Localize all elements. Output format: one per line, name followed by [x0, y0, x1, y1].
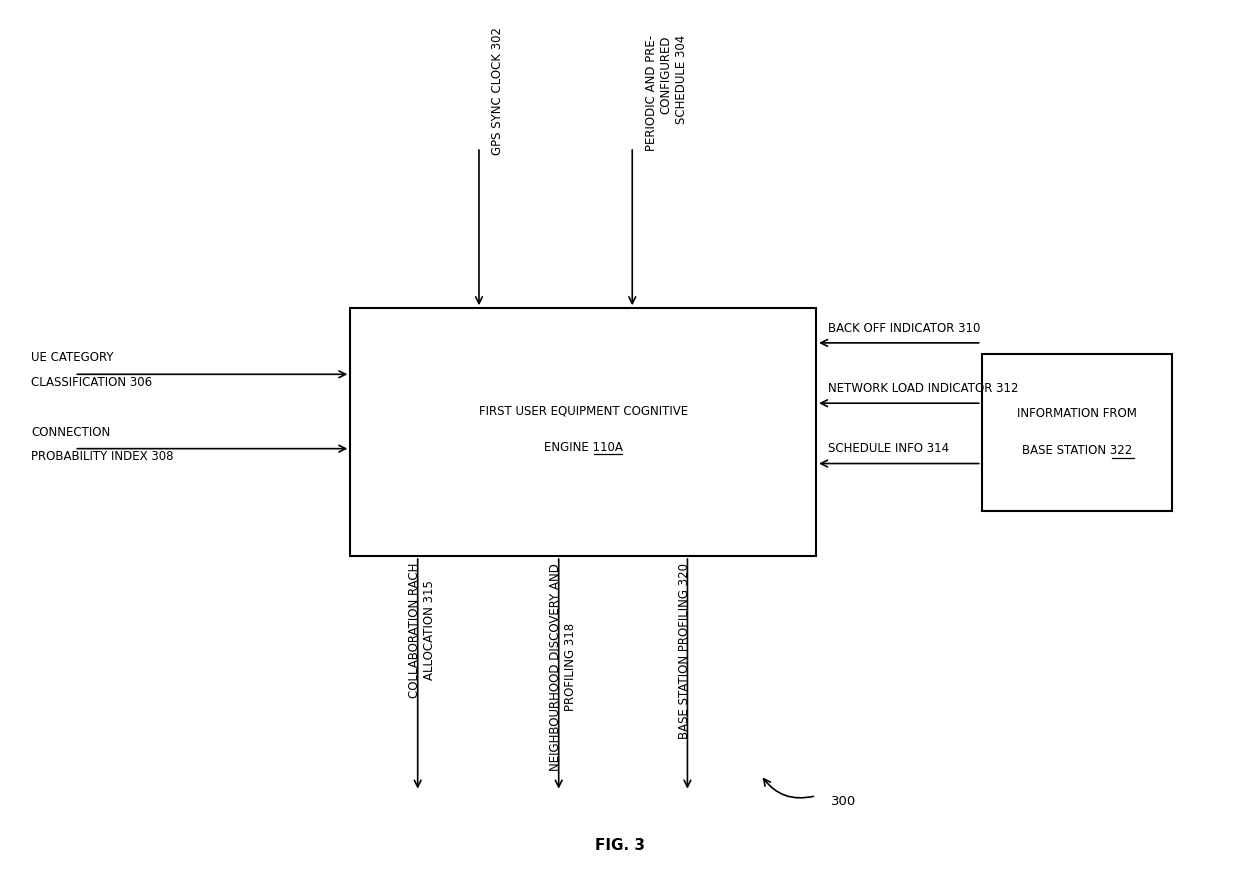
Text: NETWORK LOAD INDICATOR 312: NETWORK LOAD INDICATOR 312 [828, 382, 1019, 395]
FancyBboxPatch shape [982, 353, 1172, 510]
Text: COLLABORATION RACH
ALLOCATION 315: COLLABORATION RACH ALLOCATION 315 [408, 563, 436, 698]
Text: SCHEDULE INFO 314: SCHEDULE INFO 314 [828, 442, 950, 455]
Text: CLASSIFICATION 306: CLASSIFICATION 306 [31, 376, 153, 389]
Text: PERIODIC AND PRE-
CONFIGURED
SCHEDULE 304: PERIODIC AND PRE- CONFIGURED SCHEDULE 30… [645, 35, 687, 151]
Text: PROBABILITY INDEX 308: PROBABILITY INDEX 308 [31, 450, 174, 463]
Text: CONNECTION: CONNECTION [31, 425, 110, 438]
Text: BASE STATION 322: BASE STATION 322 [1022, 444, 1132, 457]
Text: NEIGHBOURHOOD DISCOVERY AND
PROFILING 318: NEIGHBOURHOOD DISCOVERY AND PROFILING 31… [549, 563, 577, 771]
Text: FIG. 3: FIG. 3 [595, 838, 645, 852]
Text: 300: 300 [831, 795, 856, 808]
Text: INFORMATION FROM: INFORMATION FROM [1017, 408, 1137, 420]
FancyBboxPatch shape [350, 308, 816, 556]
Text: BACK OFF INDICATOR 310: BACK OFF INDICATOR 310 [828, 322, 981, 335]
Text: BASE STATION PROFILING 320: BASE STATION PROFILING 320 [677, 563, 691, 738]
Text: ENGINE 110A: ENGINE 110A [544, 440, 622, 453]
Text: GPS SYNC CLOCK 302: GPS SYNC CLOCK 302 [491, 27, 505, 155]
Text: UE CATEGORY: UE CATEGORY [31, 352, 114, 364]
Text: FIRST USER EQUIPMENT COGNITIVE: FIRST USER EQUIPMENT COGNITIVE [479, 405, 688, 418]
